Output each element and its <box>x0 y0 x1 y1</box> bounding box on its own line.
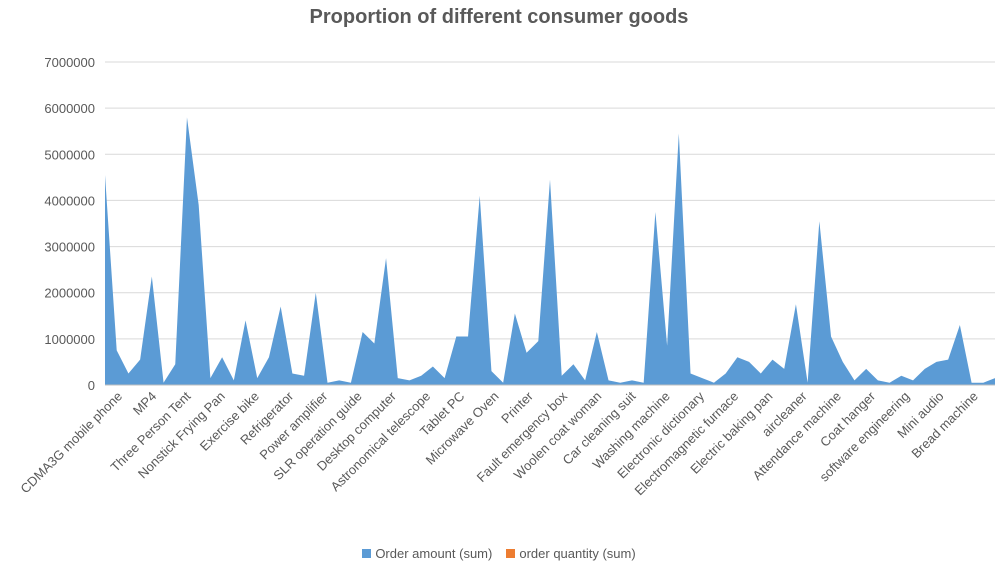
legend-label-order-quantity: order quantity (sum) <box>519 546 636 561</box>
area-layer <box>105 117 995 386</box>
legend-swatch-order-amount <box>362 549 372 558</box>
y-axis-ticks: 0 1000000 2000000 3000000 4000000 5000000 6000… <box>44 55 95 393</box>
y-tick-label: 5000000 <box>44 147 95 162</box>
y-tick-label: 1000000 <box>44 332 95 347</box>
y-tick-label: 0 <box>88 378 95 393</box>
x-category-label: CDMA3G mobile phone <box>17 389 125 497</box>
chart-title: Proportion of different consumer goods <box>309 6 689 28</box>
legend-item-order-amount: Order amount (sum) <box>362 546 492 561</box>
y-tick-label: 7000000 <box>44 55 95 70</box>
y-tick-label: 3000000 <box>44 240 95 255</box>
y-tick-label: 6000000 <box>44 101 95 116</box>
y-tick-label: 2000000 <box>44 286 95 301</box>
legend-label-order-amount: Order amount (sum) <box>375 546 493 561</box>
y-tick-label: 4000000 <box>44 193 95 208</box>
legend-swatch-order-quantity <box>506 549 516 558</box>
series-area-order-amount <box>105 117 995 386</box>
legend: Order amount (sum) order quantity (sum) <box>0 546 998 561</box>
x-category-label: MP4 <box>130 389 160 419</box>
legend-item-order-quantity: order quantity (sum) <box>506 546 636 561</box>
